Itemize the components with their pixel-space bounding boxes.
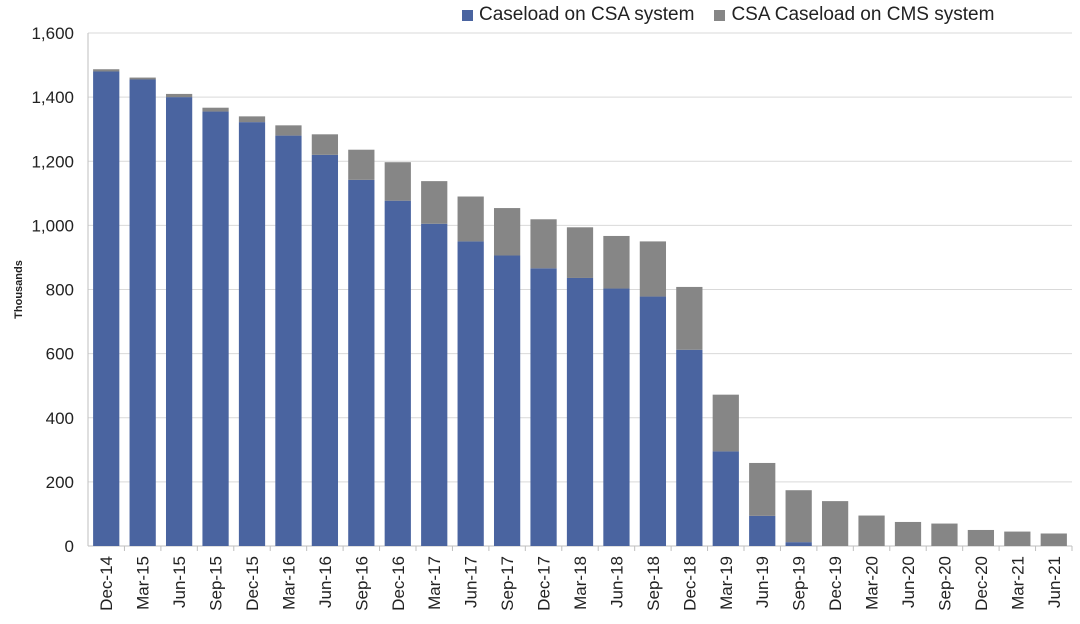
x-tick-label: Mar-21: [1008, 556, 1027, 610]
y-axis-title: Thousands: [13, 260, 25, 319]
bar-csa-system: [311, 154, 339, 546]
bar-cms-system: [129, 77, 156, 80]
legend-swatch-cms: [714, 9, 726, 21]
x-tick-label: Jun-21: [1045, 556, 1064, 608]
x-tick-label: Mar-17: [425, 556, 444, 610]
y-tick-label: 1,400: [31, 88, 74, 107]
x-tick-label: Dec-19: [826, 556, 845, 611]
x-tick-label: Jun-19: [753, 556, 772, 608]
bar-csa-system: [493, 255, 521, 547]
x-tick-label: Dec-14: [97, 556, 116, 611]
bar-cms-system: [858, 515, 885, 546]
bar-cms-system: [894, 521, 922, 546]
bar-csa-system: [238, 122, 266, 546]
bar-cms-system: [712, 394, 739, 452]
bar-cms-system: [639, 241, 667, 297]
x-tick-label: Mar-18: [571, 556, 590, 610]
bar-cms-system: [384, 162, 411, 201]
legend-label-csa: Caseload on CSA system: [479, 4, 695, 25]
bar-csa-system: [785, 542, 812, 546]
bar-csa-system: [421, 223, 448, 546]
x-tick-label: Jun-17: [462, 556, 481, 608]
y-tick-label: 800: [46, 281, 74, 300]
legend-item-csa: Caseload on CSA system: [462, 4, 694, 26]
bar-csa-system: [676, 349, 703, 546]
y-tick-label: 1,000: [31, 216, 74, 235]
y-tick-label: 1,600: [31, 24, 74, 43]
bar-cms-system: [238, 116, 266, 123]
bar-cms-system: [348, 149, 375, 180]
x-tick-label: Mar-19: [717, 556, 736, 610]
bar-cms-system: [165, 93, 193, 98]
bar-cms-system: [785, 490, 812, 543]
bar-cms-system: [311, 134, 339, 155]
x-tick-label: Jun-18: [607, 556, 626, 608]
bar-cms-system: [421, 181, 448, 224]
x-tick-label: Sep-18: [644, 556, 663, 611]
bar-cms-system: [603, 235, 630, 289]
legend-label-cms: CSA Caseload on CMS system: [731, 4, 995, 25]
bar-csa-system: [457, 241, 484, 546]
x-tick-label: Sep-15: [207, 556, 226, 611]
bar-cms-system: [931, 523, 958, 546]
bar-csa-system: [639, 296, 667, 546]
x-tick-label: Mar-16: [279, 556, 298, 610]
x-tick-label: Jun-16: [316, 556, 335, 608]
y-tick-label: 400: [46, 409, 74, 428]
bar-cms-system: [821, 501, 849, 546]
x-tick-label: Dec-17: [535, 556, 554, 611]
x-tick-label: Dec-18: [680, 556, 699, 611]
bar-cms-system: [676, 286, 703, 350]
x-tick-label: Dec-20: [972, 556, 991, 611]
bar-csa-system: [275, 135, 302, 546]
bar-cms-system: [457, 196, 484, 242]
bar-cms-system: [566, 227, 594, 278]
legend-swatch-csa: [462, 9, 473, 21]
x-tick-label: Sep-20: [935, 556, 954, 611]
x-tick-label: Sep-17: [498, 556, 517, 611]
x-tick-label: Sep-19: [790, 556, 809, 611]
bar-csa-system: [749, 515, 776, 546]
bar-csa-system: [530, 268, 557, 546]
bar-cms-system: [1040, 533, 1067, 546]
x-tick-label: Dec-16: [389, 556, 408, 611]
x-tick-label: Sep-16: [352, 556, 371, 611]
bar-cms-system: [275, 125, 302, 136]
x-tick-label: Mar-20: [863, 556, 882, 610]
y-tick-label: 600: [46, 345, 74, 364]
bar-cms-system: [93, 69, 120, 72]
bar-csa-system: [165, 97, 193, 546]
y-tick-label: 1,200: [31, 152, 74, 171]
bar-csa-system: [348, 179, 375, 546]
x-tick-label: Jun-20: [899, 556, 918, 608]
bar-csa-system: [603, 288, 630, 546]
bar-cms-system: [530, 219, 557, 269]
bar-cms-system: [202, 107, 229, 112]
bar-cms-system: [493, 208, 521, 256]
legend-item-cms: CSA Caseload on CMS system: [714, 4, 994, 26]
x-tick-label: Jun-15: [170, 556, 189, 608]
bar-cms-system: [1004, 531, 1031, 546]
bar-csa-system: [384, 200, 411, 546]
x-tick-label: Mar-15: [134, 556, 153, 610]
bar-csa-system: [712, 451, 739, 546]
bar-csa-system: [93, 71, 120, 546]
bar-cms-system: [967, 529, 995, 546]
bar-csa-system: [202, 111, 229, 546]
y-tick-label: 0: [65, 537, 74, 556]
x-tick-label: Dec-15: [243, 556, 262, 611]
bar-csa-system: [129, 79, 156, 546]
bar-cms-system: [749, 462, 776, 516]
y-tick-label: 200: [46, 473, 74, 492]
bar-csa-system: [566, 277, 594, 546]
legend: Caseload on CSA system CSA Caseload on C…: [462, 4, 1014, 26]
